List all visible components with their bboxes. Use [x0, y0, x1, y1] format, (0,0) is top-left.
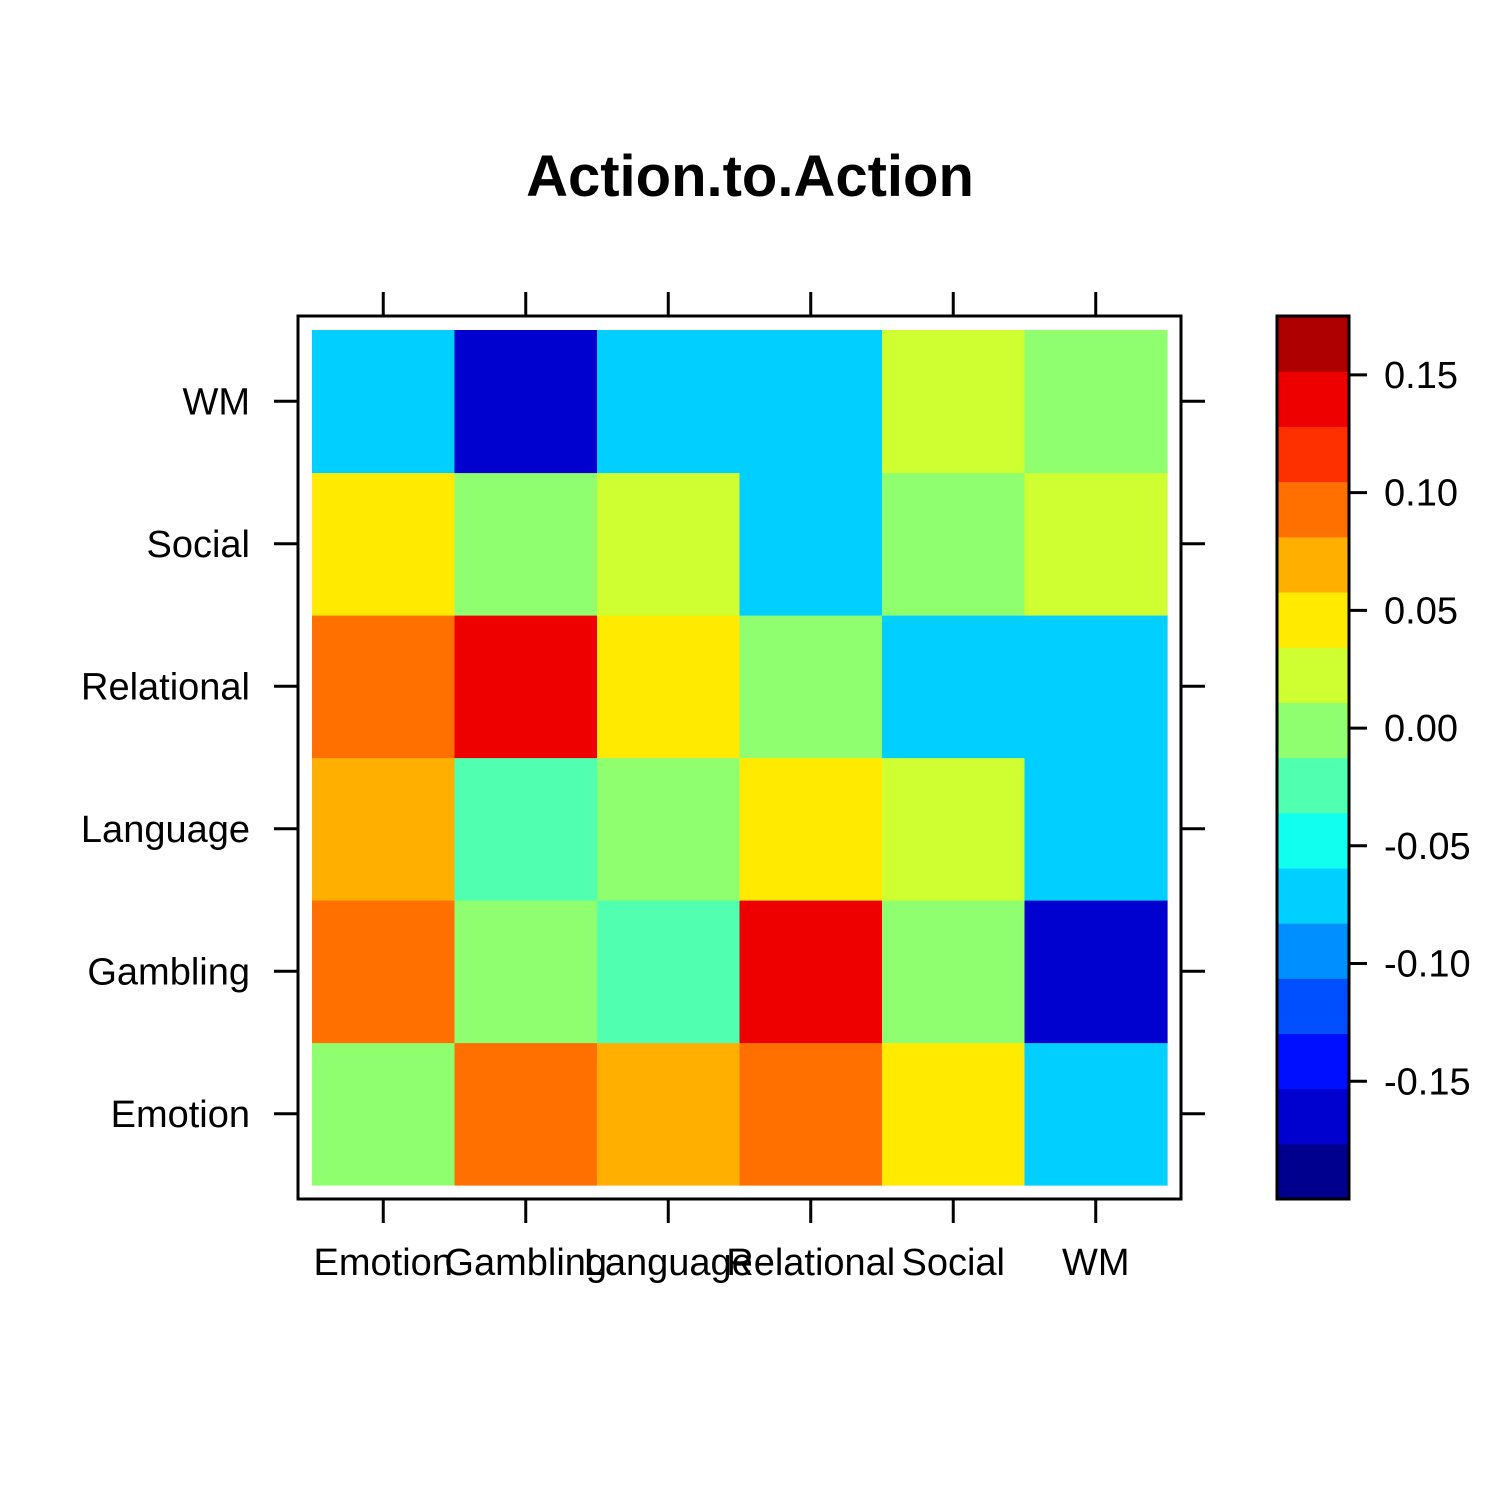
colorbar-segment [1277, 1033, 1349, 1090]
colorbar-segment [1277, 591, 1349, 648]
heatmap-cell-WM-Social [882, 330, 1026, 474]
heatmap-cell-Gambling-WM [1024, 900, 1168, 1044]
colorbar-tick-label: 0.05 [1384, 590, 1458, 632]
heatmap-cell-Social-Gambling [454, 472, 598, 616]
x-tick-label: Emotion [314, 1242, 453, 1284]
y-tick-label: Gambling [87, 951, 250, 993]
x-tick-label: WM [1062, 1242, 1130, 1284]
colorbar-tick-label: 0.00 [1384, 708, 1458, 750]
heatmap-cell-Gambling-Language [597, 900, 741, 1044]
heatmap-cell-Emotion-Emotion [312, 1042, 456, 1186]
x-tick-label: Gambling [444, 1242, 607, 1284]
colorbar-segment [1277, 757, 1349, 814]
heatmap-cell-Social-Social [882, 472, 1026, 616]
colorbar-segment [1277, 647, 1349, 703]
heatmap-cell-WM-Emotion [312, 330, 456, 474]
axis-ticks [274, 292, 1205, 1223]
heatmap-cell-Language-Language [597, 757, 741, 901]
heatmap-cell-WM-Language [597, 330, 741, 474]
heatmap-cell-Language-Relational [739, 757, 883, 901]
chart-title: Action.to.Action [526, 144, 974, 209]
heatmap-cell-Gambling-Relational [739, 900, 883, 1044]
heatmap-cell-Social-Relational [739, 472, 883, 616]
heatmap-cell-Relational-Relational [739, 615, 883, 759]
heatmap-cell-Social-Emotion [312, 472, 456, 616]
y-tick-label: Relational [81, 666, 250, 708]
colorbar-segment [1277, 536, 1349, 593]
colorbar-segment [1277, 371, 1349, 427]
colorbar-segment [1277, 426, 1349, 483]
heatmap-cell-Gambling-Emotion [312, 900, 456, 1044]
colorbar-segment [1277, 978, 1349, 1035]
heatmap-cell-Emotion-Gambling [454, 1042, 598, 1186]
colorbar: -0.15 -0.10 -0.05 0.00 0.05 0.10 0.15 [1275, 314, 1471, 1201]
heatmap-cell-Relational-Gambling [454, 615, 598, 759]
heatmap-cell-Relational-Language [597, 615, 741, 759]
x-tick-label: Language [584, 1242, 753, 1284]
heatmap-cell-Emotion-WM [1024, 1042, 1168, 1186]
heatmap-cell-Relational-Emotion [312, 615, 456, 759]
heatmap-cell-Language-Social [882, 757, 1026, 901]
colorbar-tick-label: -0.10 [1384, 944, 1471, 986]
colorbar-segment [1277, 316, 1349, 372]
heatmap-cell-Social-WM [1024, 472, 1168, 616]
heatmap-cell-Social-Language [597, 472, 741, 616]
heatmap-cell-Emotion-Language [597, 1042, 741, 1186]
colorbar-tick-label: -0.05 [1384, 826, 1471, 868]
heatmap-cell-Gambling-Gambling [454, 900, 598, 1044]
x-tick-label: Relational [726, 1242, 895, 1284]
y-tick-label: Social [147, 524, 251, 566]
colorbar-frame [1275, 314, 1351, 1201]
y-tick-label: WM [182, 381, 250, 423]
colorbar-tick-label: 0.10 [1384, 473, 1458, 515]
colorbar-segment [1277, 481, 1349, 538]
heatmap-cell-WM-WM [1024, 330, 1168, 474]
colorbar-tick-label: -0.15 [1384, 1061, 1471, 1103]
colorbar-segment [1277, 923, 1349, 979]
heatmap-cell-Gambling-Social [882, 900, 1026, 1044]
colorbar-segment [1277, 1088, 1349, 1145]
heatmap-cell-Emotion-Relational [739, 1042, 883, 1186]
colorbar-segment [1277, 867, 1349, 924]
heatmap-cell-Relational-WM [1024, 615, 1168, 759]
colorbar-segment [1277, 812, 1349, 869]
y-tick-label: Emotion [111, 1094, 250, 1136]
colorbar-segment [1277, 702, 1349, 759]
heatmap-cell-WM-Gambling [454, 330, 598, 474]
plot-frame [296, 314, 1183, 1201]
x-tick-label: Social [902, 1242, 1006, 1284]
heatmap-cells [312, 330, 1168, 1186]
heatmap-cell-WM-Relational [739, 330, 883, 474]
colorbar-segment [1277, 1143, 1349, 1200]
heatmap-cell-Relational-Social [882, 615, 1026, 759]
y-tick-label: Language [81, 809, 250, 851]
heatmap-cell-Language-Gambling [454, 757, 598, 901]
heatmap-cell-Language-Emotion [312, 757, 456, 901]
heatmap-cell-Emotion-Social [882, 1042, 1026, 1186]
y-axis-labels: Emotion Gambling Language Relational Social W… [81, 381, 250, 1136]
colorbar-tick-label: 0.15 [1384, 355, 1458, 397]
heatmap-cell-Language-WM [1024, 757, 1168, 901]
